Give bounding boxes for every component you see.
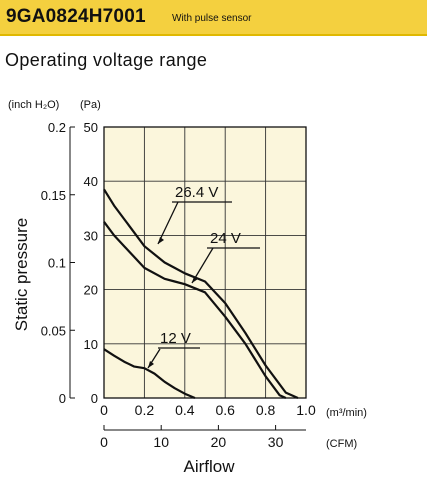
- y-tick-label: 40: [84, 174, 98, 189]
- y2-unit-label: (inch H₂O): [8, 99, 59, 111]
- y2-tick-label: 0.2: [48, 120, 66, 135]
- x-tick-label: 0.2: [135, 402, 155, 418]
- y2-tick-label: 0.1: [48, 256, 66, 271]
- x-axis-title: Airflow: [183, 457, 235, 476]
- y-tick-label: 30: [84, 228, 98, 243]
- x2-tick-label: 10: [153, 434, 169, 450]
- y-tick-label: 50: [84, 120, 98, 135]
- x-tick-label: 0.8: [256, 402, 276, 418]
- x2-tick-label: 30: [268, 434, 284, 450]
- series-label: 24 V: [210, 230, 241, 247]
- x-unit-label: (m³/min): [326, 407, 367, 419]
- series-label: 26.4 V: [175, 184, 218, 201]
- x-tick-label: 0.4: [175, 402, 195, 418]
- x2-unit-label: (CFM): [326, 438, 357, 450]
- y2-tick-label: 0: [59, 391, 66, 406]
- series-leader-arrow: [158, 237, 164, 244]
- series-line: [103, 348, 196, 400]
- y-axis-title: Static pressure: [12, 218, 31, 331]
- y2-tick-label: 0.15: [41, 188, 66, 203]
- series-line: [103, 221, 287, 400]
- y-tick-label: 10: [84, 337, 98, 352]
- y-tick-label: 0: [91, 391, 98, 406]
- x-tick-label: 0.6: [215, 402, 235, 418]
- series-leader-arrow: [148, 361, 154, 368]
- x2-tick-label: 0: [100, 434, 108, 450]
- x-tick-label: 1.0: [296, 402, 316, 418]
- y-unit-label: (Pa): [80, 99, 101, 111]
- series-leader-line: [157, 201, 179, 245]
- section-title: Operating voltage range: [5, 50, 208, 70]
- series-line: [103, 188, 299, 400]
- model-subtitle: With pulse sensor: [172, 13, 252, 24]
- x2-tick-label: 20: [211, 434, 227, 450]
- series-label: 12 V: [160, 330, 191, 347]
- x-tick-label: 0: [100, 402, 108, 418]
- plot-frame: [103, 126, 307, 399]
- y2-tick-label: 0.05: [41, 323, 66, 338]
- model-number: 9GA0824H7001: [6, 6, 146, 27]
- title-bar: 9GA0824H7001 With pulse sensor: [0, 0, 427, 36]
- series-leader-arrow: [192, 276, 198, 283]
- y-tick-label: 20: [84, 283, 98, 298]
